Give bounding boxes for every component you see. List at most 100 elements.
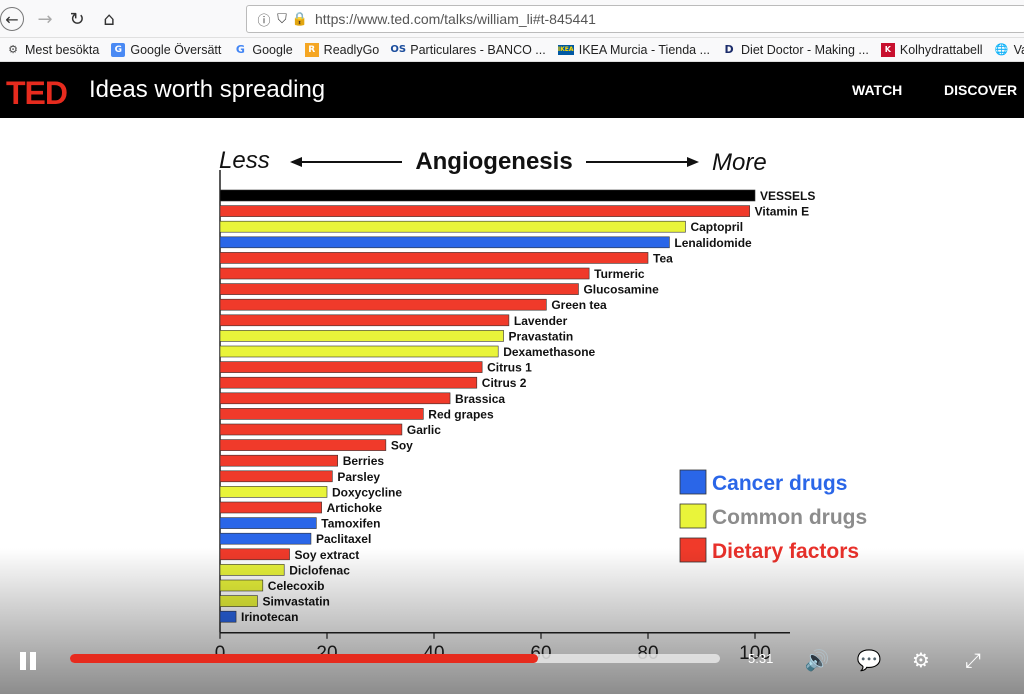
bookmark-google[interactable]: G Google	[233, 42, 293, 57]
bar-captopril	[219, 220, 686, 233]
bookmark-va[interactable]: 🌐 Va	[995, 43, 1024, 57]
ikea-icon: IKEA	[557, 44, 574, 55]
bar-tea	[219, 252, 649, 264]
bar-turmeric	[219, 267, 590, 280]
bar-label: Diclofenac	[289, 563, 350, 577]
bookmark-label: IKEA Murcia - Tienda ...	[578, 42, 711, 57]
kolhydrat-icon: K	[880, 42, 895, 57]
bar-celecoxib	[219, 579, 264, 592]
bar-label: Simvastatin	[262, 595, 329, 609]
bar-label: Parsley	[337, 470, 380, 484]
player-controls: 5:31 🔊 💬 ⚙ ⤢	[0, 636, 1024, 694]
bar-parsley	[219, 470, 333, 483]
bookmark-label: Particulares - BANCO ...	[410, 42, 546, 57]
volume-icon[interactable]: 🔊	[804, 648, 830, 672]
home-icon[interactable]: ⌂	[103, 8, 115, 30]
bookmark-label: Kolhydrattabell	[899, 42, 983, 57]
gear-icon: ⚙	[8, 43, 18, 56]
url-bar[interactable]: ⓘ ⛉ 🔒 https://www.ted.com/talks/william_…	[246, 5, 1024, 33]
legend-swatch-common	[679, 503, 707, 529]
subtitles-icon[interactable]: 💬	[856, 648, 882, 672]
url-text[interactable]: https://www.ted.com/talks/william_li#t-8…	[315, 11, 596, 27]
bookmark-banco[interactable]: OS Particulares - BANCO ...	[390, 42, 546, 57]
diet-doctor-icon: D	[724, 43, 734, 56]
bookmark-mest-besokta[interactable]: ⚙ Mest besökta	[6, 43, 99, 57]
bank-icon: OS	[390, 44, 407, 55]
arrow-left-head	[290, 157, 302, 167]
bar-lenalidomide	[219, 236, 670, 249]
x-tick-label: 100	[739, 643, 771, 664]
bar-irinotecan	[219, 610, 237, 623]
translate-icon: G	[111, 42, 126, 57]
bar-garlic	[219, 423, 403, 436]
bar-artichoke	[219, 501, 322, 514]
bookmark-google-translate[interactable]: G Google Översätt	[111, 42, 221, 57]
bar-pravastatin	[219, 330, 504, 342]
pause-icon[interactable]	[18, 650, 40, 672]
bar-citrus-1	[219, 361, 483, 373]
bar-tamoxifen	[219, 517, 317, 529]
bar-label: Celecoxib	[268, 579, 325, 593]
bar-glucosamine	[219, 283, 579, 295]
readly-icon: R	[304, 42, 319, 57]
settings-gear-icon[interactable]: ⚙	[912, 648, 930, 672]
info-icon[interactable]: ⓘ	[257, 13, 271, 29]
bar-soy-extract	[219, 548, 290, 561]
nav-watch[interactable]: WATCH	[852, 82, 903, 98]
bar-lavender	[219, 314, 510, 327]
progress-bar[interactable]	[70, 654, 720, 663]
fullscreen-icon[interactable]: ⤢	[965, 648, 981, 672]
chart-title: Angiogenesis	[415, 148, 572, 175]
bar-brassica	[219, 392, 451, 405]
nav-discover[interactable]: DISCOVER	[944, 82, 1018, 98]
bookmark-label: Mest besökta	[25, 42, 100, 57]
ted-logo[interactable]: TED	[6, 75, 68, 111]
bar-label: Pravastatin	[509, 329, 574, 343]
bar-label: Irinotecan	[241, 610, 298, 624]
legend-swatch-dietary	[679, 537, 707, 563]
bar-label: Brassica	[455, 392, 505, 406]
video-player[interactable]: Less More Angiogenesis VESSELS Vitamin E Capt…	[0, 118, 1024, 694]
progress-fill	[70, 654, 538, 663]
forward-arrow-icon[interactable]: →	[37, 8, 53, 30]
bar-label: Doxycycline	[332, 485, 402, 499]
bar-label: Soy	[391, 439, 413, 453]
bar-citrus-2	[219, 376, 478, 389]
chart-right-label: More	[712, 149, 767, 176]
bar-doxycycline	[219, 486, 328, 498]
bookmark-readlygo[interactable]: R ReadlyGo	[304, 42, 380, 57]
bar-label: Glucosamine	[583, 283, 659, 297]
bar-label: Berries	[343, 454, 385, 468]
bookmark-ikea[interactable]: IKEA IKEA Murcia - Tienda ...	[557, 42, 711, 57]
ted-header: TED Ideas worth spreading WATCH DISCOVER	[0, 62, 1024, 118]
bookmark-label: Google	[252, 42, 293, 57]
ted-tagline: Ideas worth spreading	[89, 76, 326, 103]
lock-icon: 🔒	[291, 11, 309, 27]
bar-label: Green tea	[551, 298, 607, 312]
bar-label: Tamoxifen	[321, 517, 380, 531]
shield-icon[interactable]: ⛉	[277, 11, 287, 27]
bar-green-tea	[219, 298, 547, 311]
browser-toolbar: ← → ↻ ⌂ ⓘ ⛉ 🔒 https://www.ted.com/talks/…	[0, 0, 1024, 38]
bar-label: Turmeric	[594, 267, 645, 281]
bookmark-label: Va	[1013, 42, 1024, 57]
bookmark-diet-doctor[interactable]: D Diet Doctor - Making ...	[722, 42, 869, 57]
arrow-right-head	[687, 157, 699, 167]
bookmark-kolhydrattabell[interactable]: K Kolhydrattabell	[880, 42, 983, 57]
bar-diclofenac	[219, 564, 285, 576]
bar-label: Citrus 2	[482, 376, 527, 390]
legend-swatch-cancer	[679, 469, 707, 495]
bookmark-label: Diet Doctor - Making ...	[741, 42, 869, 57]
back-arrow-icon[interactable]: ←	[0, 7, 24, 31]
legend-label-common: Common drugs	[712, 506, 867, 529]
bar-soy	[219, 439, 387, 451]
bar-label: Soy extract	[295, 548, 360, 562]
bar-dexamethasone	[219, 345, 499, 358]
bar-paclitaxel	[219, 532, 312, 545]
bar-vessels	[219, 189, 756, 202]
legend-label-cancer: Cancer drugs	[712, 472, 847, 495]
bookmark-label: ReadlyGo	[323, 42, 380, 57]
reload-icon[interactable]: ↻	[69, 8, 85, 30]
bar-label: Red grapes	[428, 407, 494, 421]
bar-label: Garlic	[407, 423, 441, 437]
